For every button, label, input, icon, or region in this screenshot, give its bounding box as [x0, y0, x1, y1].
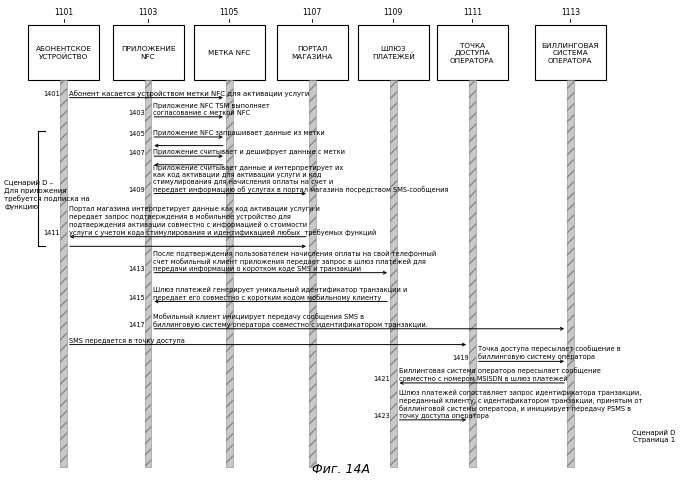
Text: 1101: 1101	[54, 8, 74, 17]
FancyBboxPatch shape	[225, 81, 232, 467]
Text: Приложение считывает данные и интерпретирует их
как код активации для активации : Приложение считывает данные и интерпрети…	[153, 164, 449, 192]
Text: 1103: 1103	[139, 8, 158, 17]
Text: 1423: 1423	[373, 412, 390, 419]
Text: 1417: 1417	[128, 322, 145, 328]
Text: Точка доступа пересылает сообщение в
биллинговую систему оператора: Точка доступа пересылает сообщение в бил…	[478, 345, 620, 360]
Text: АБОНЕНТСКОЕ
УСТРОЙСТВО: АБОНЕНТСКОЕ УСТРОЙСТВО	[36, 46, 92, 60]
Text: 1413: 1413	[128, 266, 145, 272]
Text: После подтверждения пользователем начисления оплаты на свой телефонный
счет моби: После подтверждения пользователем начисл…	[153, 250, 437, 271]
Text: 1407: 1407	[128, 150, 145, 155]
Text: 1111: 1111	[463, 8, 482, 17]
Text: 1113: 1113	[561, 8, 580, 17]
Text: Приложение NFC запрашивает данные из метки: Приложение NFC запрашивает данные из мет…	[153, 130, 326, 136]
FancyBboxPatch shape	[358, 26, 429, 80]
Text: Шлюз платежей генерирует уникальный идентификатор транзакции и
передает его совм: Шлюз платежей генерирует уникальный иден…	[153, 286, 408, 300]
Text: ТОЧКА
ДОСТУПА
ОПЕРАТОРА: ТОЧКА ДОСТУПА ОПЕРАТОРА	[450, 43, 495, 63]
FancyBboxPatch shape	[567, 81, 574, 467]
FancyBboxPatch shape	[535, 26, 606, 80]
Text: 1421: 1421	[373, 376, 390, 382]
Text: ШЛЮЗ
ПЛАТЕЖЕЙ: ШЛЮЗ ПЛАТЕЖЕЙ	[372, 46, 414, 60]
Text: Мобильный клиент инициирует передачу сообщения SMS в
биллинговую систему операто: Мобильный клиент инициирует передачу соо…	[153, 312, 428, 327]
Text: Приложение NFC TSM выполняет
согласование с меткой NFC: Приложение NFC TSM выполняет согласовани…	[153, 103, 270, 116]
Text: Шлюз платежей сопоставляет запрос идентификатора транзакции,
переданный клиенту,: Шлюз платежей сопоставляет запрос иденти…	[399, 389, 642, 418]
Text: 1403: 1403	[128, 110, 145, 116]
FancyBboxPatch shape	[309, 81, 316, 467]
Text: 1401: 1401	[43, 91, 60, 97]
Text: МЕТКА NFC: МЕТКА NFC	[208, 50, 251, 56]
Text: 1411: 1411	[43, 230, 60, 236]
FancyBboxPatch shape	[145, 81, 151, 467]
FancyBboxPatch shape	[28, 26, 99, 80]
FancyBboxPatch shape	[276, 26, 348, 80]
FancyBboxPatch shape	[194, 26, 265, 80]
Text: 1409: 1409	[128, 187, 145, 193]
Text: Абонент касается устройством метки NFC для активации услуги: Абонент касается устройством метки NFC д…	[69, 90, 309, 96]
Text: SMS передается в точку доступа: SMS передается в точку доступа	[69, 337, 185, 343]
Text: Портал магазина интерпретирует данные как код активации услуги и
передает запрос: Портал магазина интерпретирует данные ка…	[69, 206, 376, 235]
Text: Сценарий D –
Для приложения
требуется подписка на
функцию: Сценарий D – Для приложения требуется по…	[4, 179, 90, 209]
Text: ПОРТАЛ
МАГАЗИНА: ПОРТАЛ МАГАЗИНА	[292, 46, 333, 60]
Text: 1109: 1109	[384, 8, 403, 17]
Text: Фиг. 14А: Фиг. 14А	[312, 463, 370, 475]
Text: Сценарий D
Страница 1: Сценарий D Страница 1	[631, 429, 675, 442]
FancyBboxPatch shape	[60, 81, 67, 467]
Text: 1415: 1415	[128, 294, 145, 301]
Text: 1405: 1405	[128, 130, 145, 136]
FancyBboxPatch shape	[469, 81, 476, 467]
FancyBboxPatch shape	[437, 26, 508, 80]
Text: Приложение считывает и дешифрует данные с метки: Приложение считывает и дешифрует данные …	[153, 149, 346, 155]
Text: БИЛЛИНГОВАЯ
СИСТЕМА
ОПЕРАТОРА: БИЛЛИНГОВАЯ СИСТЕМА ОПЕРАТОРА	[542, 43, 599, 63]
Text: ПРИЛОЖЕНИЕ
NFC: ПРИЛОЖЕНИЕ NFC	[121, 46, 175, 60]
FancyBboxPatch shape	[113, 26, 183, 80]
Text: 1107: 1107	[302, 8, 322, 17]
FancyBboxPatch shape	[390, 81, 397, 467]
Text: 1419: 1419	[452, 354, 469, 360]
Text: 1105: 1105	[220, 8, 239, 17]
Text: Биллинговая система оператора пересылает сообщение
совместно с номером MSISDN в : Биллинговая система оператора пересылает…	[399, 367, 601, 381]
